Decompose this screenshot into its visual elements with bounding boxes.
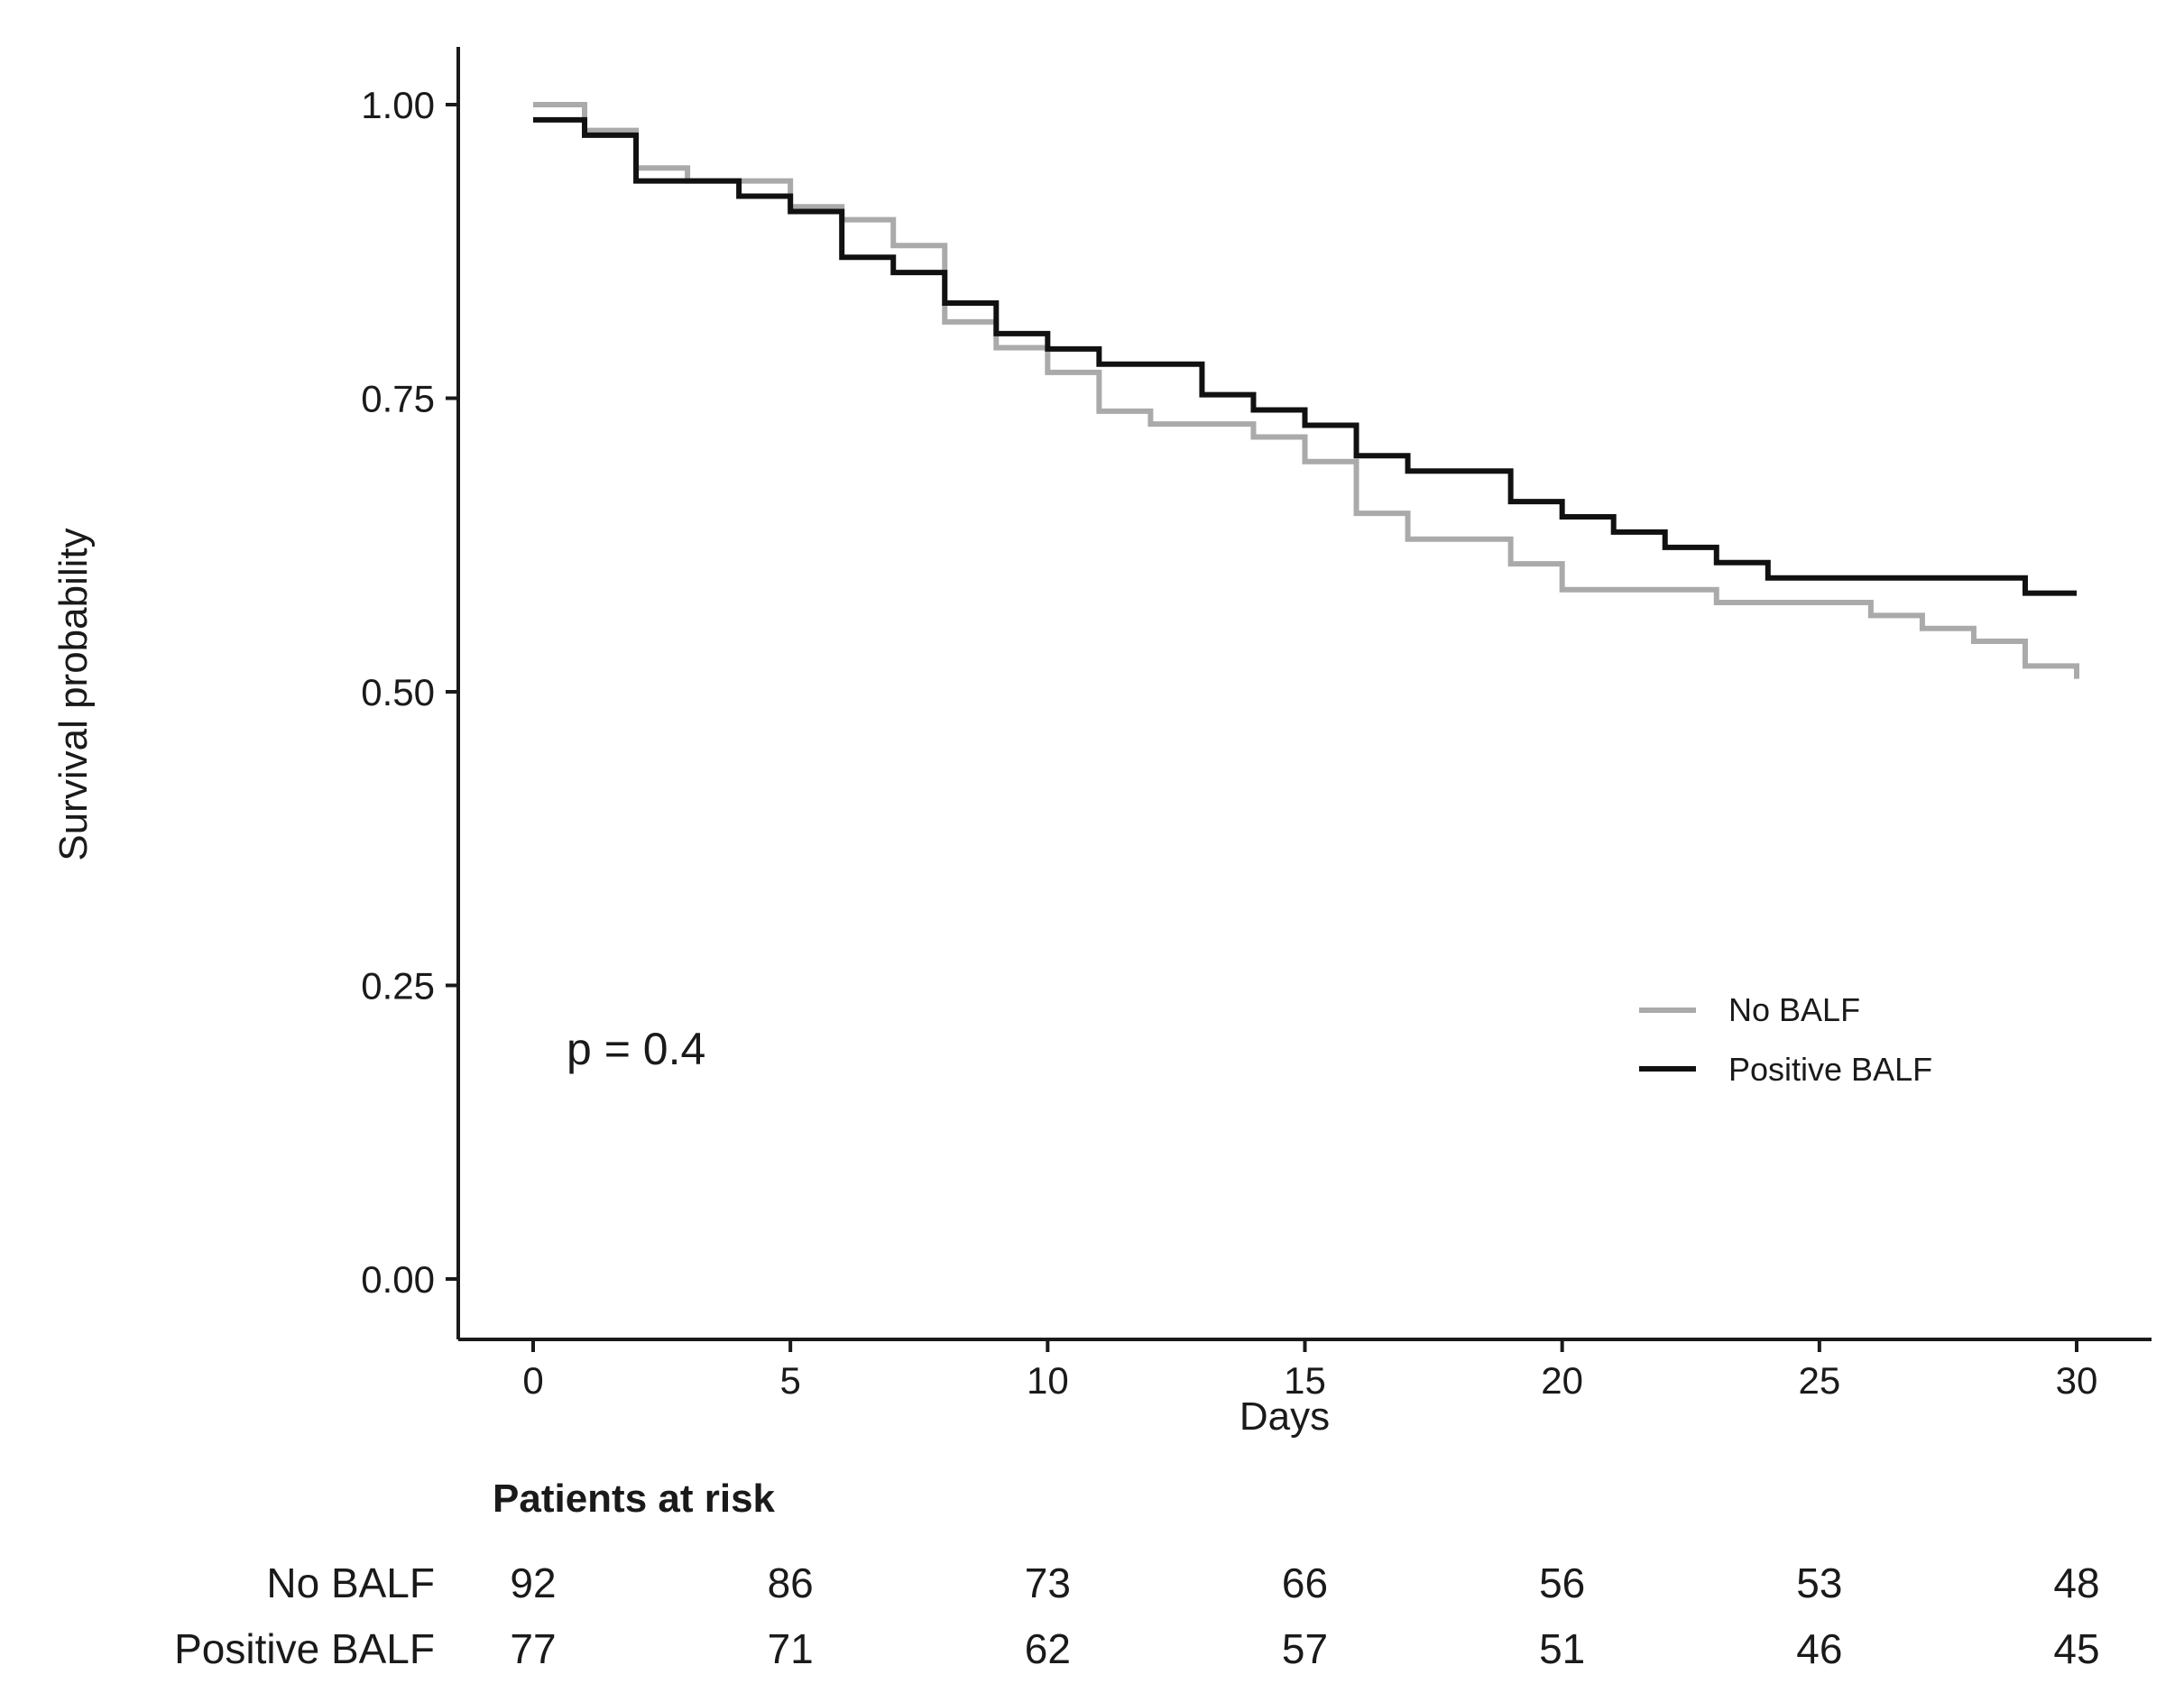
y-tick-label: 0.75 xyxy=(361,378,435,420)
x-tick-label: 25 xyxy=(1798,1359,1840,1402)
survival-curve-positive-balf xyxy=(533,116,2077,596)
risk-count: 53 xyxy=(1796,1559,1842,1606)
risk-table-values: 92 86 73 66 56 53 48 77 71 62 57 51 46 45 xyxy=(510,1559,2099,1672)
x-tick-label: 10 xyxy=(1027,1359,1069,1402)
y-axis-title: Survival probability xyxy=(51,528,96,860)
x-tick-label: 15 xyxy=(1284,1359,1326,1402)
risk-count: 56 xyxy=(1539,1559,1585,1606)
risk-row-label-positive-balf: Positive BALF xyxy=(174,1625,435,1672)
risk-count: 48 xyxy=(2053,1559,2099,1606)
y-tick-label: 0.25 xyxy=(361,965,435,1007)
risk-count: 45 xyxy=(2053,1625,2099,1672)
legend: No BALF Positive BALF xyxy=(1639,991,1932,1088)
risk-count: 46 xyxy=(1796,1625,1842,1672)
legend-label-no-balf: No BALF xyxy=(1728,991,1860,1028)
legend-label-positive-balf: Positive BALF xyxy=(1728,1051,1932,1088)
risk-count: 57 xyxy=(1282,1625,1328,1672)
tick-labels: 0.00 0.25 0.50 0.75 1.00 0 5 10 15 20 25 30 xyxy=(361,84,2097,1402)
p-value-annotation: p = 0.4 xyxy=(567,1024,705,1074)
survival-curve-no-balf xyxy=(533,102,2079,679)
axes xyxy=(446,47,2152,1352)
risk-count: 62 xyxy=(1025,1625,1071,1672)
x-tick-label: 30 xyxy=(2056,1359,2098,1402)
x-tick-label: 5 xyxy=(779,1359,800,1402)
x-tick-label: 20 xyxy=(1541,1359,1583,1402)
risk-count: 86 xyxy=(768,1559,814,1606)
risk-count: 77 xyxy=(510,1625,556,1672)
x-axis-title: Days xyxy=(1239,1394,1330,1439)
risk-count: 73 xyxy=(1025,1559,1071,1606)
risk-table-title: Patients at risk xyxy=(493,1477,776,1521)
risk-count: 92 xyxy=(510,1559,556,1606)
risk-count: 66 xyxy=(1282,1559,1328,1606)
risk-row-label-no-balf: No BALF xyxy=(266,1559,435,1606)
risk-count: 71 xyxy=(768,1625,814,1672)
series-lines xyxy=(533,102,2079,679)
y-tick-label: 1.00 xyxy=(361,84,435,126)
risk-count: 51 xyxy=(1539,1625,1585,1672)
y-tick-label: 0.00 xyxy=(361,1258,435,1301)
y-tick-label: 0.50 xyxy=(361,671,435,713)
x-tick-label: 0 xyxy=(522,1359,543,1402)
